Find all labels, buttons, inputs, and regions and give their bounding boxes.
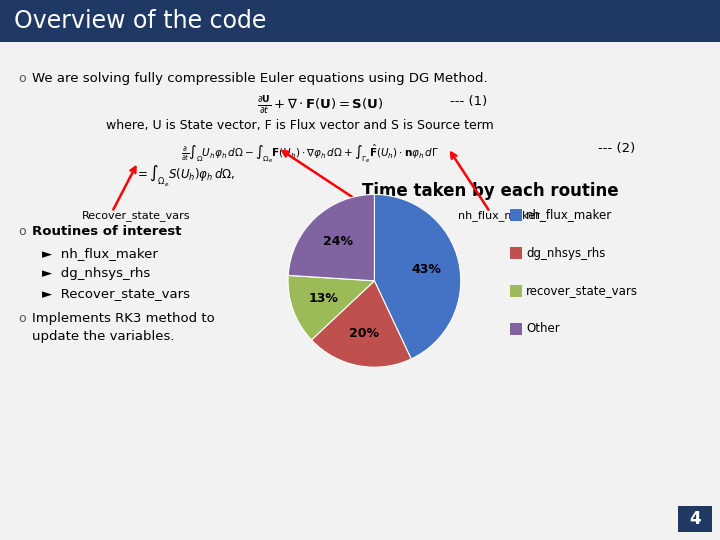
Text: $\frac{\partial \mathbf{U}}{\partial t} + \nabla \cdot \mathbf{F}(\mathbf{U}) = : $\frac{\partial \mathbf{U}}{\partial t} … [257,95,383,117]
Bar [678,506,712,532]
Bar [510,247,522,259]
Bar [0,0,720,42]
Text: $\frac{\partial}{\partial t}\int_{\Omega} U_h\varphi_h\,d\Omega - \int_{\Omega_e: $\frac{\partial}{\partial t}\int_{\Omega… [181,142,439,165]
Text: nh_flux_maker: nh_flux_maker [458,210,540,221]
Text: We are solving fully compressible Euler equations using DG Method.: We are solving fully compressible Euler … [32,72,487,85]
Wedge shape [288,275,374,340]
Text: 4: 4 [689,510,701,528]
Text: 13%: 13% [309,293,339,306]
Text: --- (2): --- (2) [598,142,635,155]
Text: $= \int_{\Omega_e} S(U_h)\varphi_h\,d\Omega,$: $= \int_{\Omega_e} S(U_h)\varphi_h\,d\Om… [135,164,235,189]
Wedge shape [312,281,411,367]
Text: Recover_state_vars: Recover_state_vars [82,210,191,221]
Wedge shape [288,194,374,281]
Bar [510,285,522,297]
Text: ►  Recover_state_vars: ► Recover_state_vars [42,287,190,300]
Text: ►  dg_nhsys_rhs: ► dg_nhsys_rhs [42,267,150,280]
Text: 20%: 20% [349,327,379,340]
Text: dg_nhsys_rhs: dg_nhsys_rhs [526,246,606,260]
Text: nh_flux_maker: nh_flux_maker [526,208,612,221]
Text: o: o [18,225,26,238]
Text: recover_state_vars: recover_state_vars [526,285,638,298]
Bar [510,209,522,221]
Text: update the variables.: update the variables. [32,330,174,343]
Text: Other: Other [526,322,559,335]
Text: Overview of the code: Overview of the code [14,9,266,33]
Text: where, U is State vector, F is Flux vector and S is Source term: where, U is State vector, F is Flux vect… [106,119,494,132]
Text: Implements RK3 method to: Implements RK3 method to [32,312,215,325]
Text: 24%: 24% [323,235,353,248]
Text: ►  nh_flux_maker: ► nh_flux_maker [42,247,158,260]
Text: o: o [18,312,26,325]
Text: Routines of interest: Routines of interest [32,225,181,238]
Text: 43%: 43% [412,262,441,275]
Wedge shape [374,194,461,359]
Text: --- (1): --- (1) [450,95,487,108]
Text: o: o [18,72,26,85]
Text: Time taken by each routine: Time taken by each routine [361,182,618,200]
Text: dg_nhsys_rhs: dg_nhsys_rhs [345,210,420,221]
Bar [510,323,522,335]
